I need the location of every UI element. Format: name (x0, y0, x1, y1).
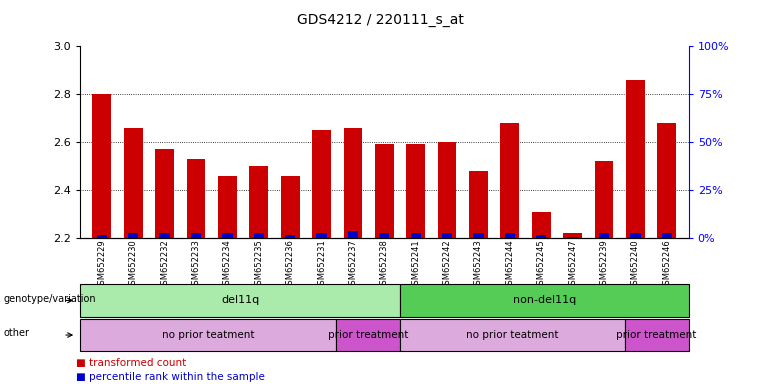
Bar (599, 233, 609, 238)
Bar (536, 235, 546, 238)
Bar (155, 149, 174, 238)
Bar (438, 142, 457, 238)
Bar (281, 176, 300, 238)
Text: del11q: del11q (221, 295, 260, 306)
Text: prior treatment: prior treatment (616, 330, 697, 340)
Bar (406, 144, 425, 238)
Bar (343, 128, 362, 238)
Bar (658, 123, 677, 238)
Text: GDS4212 / 220111_s_at: GDS4212 / 220111_s_at (297, 13, 464, 27)
Bar (92, 94, 111, 238)
Bar (410, 233, 421, 238)
Bar (250, 166, 268, 238)
Text: genotype/variation: genotype/variation (4, 293, 97, 304)
Bar (661, 233, 672, 238)
Text: ■ transformed count: ■ transformed count (76, 358, 186, 368)
Bar (285, 235, 295, 238)
Bar (160, 233, 170, 238)
Bar (312, 130, 331, 238)
Bar (532, 212, 551, 238)
Bar (501, 123, 519, 238)
Text: other: other (4, 328, 30, 338)
Bar (568, 237, 578, 238)
Text: non-del11q: non-del11q (513, 295, 576, 306)
Bar (218, 176, 237, 238)
Bar (379, 233, 390, 238)
Bar (626, 80, 645, 238)
Bar (469, 171, 488, 238)
Bar (253, 233, 264, 238)
Bar (222, 233, 233, 238)
Bar (563, 233, 582, 238)
Bar (442, 233, 452, 238)
Bar (97, 235, 107, 238)
Bar (594, 161, 613, 238)
Text: no prior teatment: no prior teatment (466, 330, 559, 340)
Text: no prior teatment: no prior teatment (162, 330, 254, 340)
Bar (630, 233, 641, 238)
Bar (124, 128, 142, 238)
Bar (375, 144, 393, 238)
Bar (191, 233, 201, 238)
Bar (317, 233, 326, 238)
Bar (473, 233, 484, 238)
Bar (348, 232, 358, 238)
Text: prior treatment: prior treatment (328, 330, 409, 340)
Bar (128, 233, 139, 238)
Bar (505, 233, 515, 238)
Text: ■ percentile rank within the sample: ■ percentile rank within the sample (76, 372, 265, 382)
Bar (186, 159, 205, 238)
